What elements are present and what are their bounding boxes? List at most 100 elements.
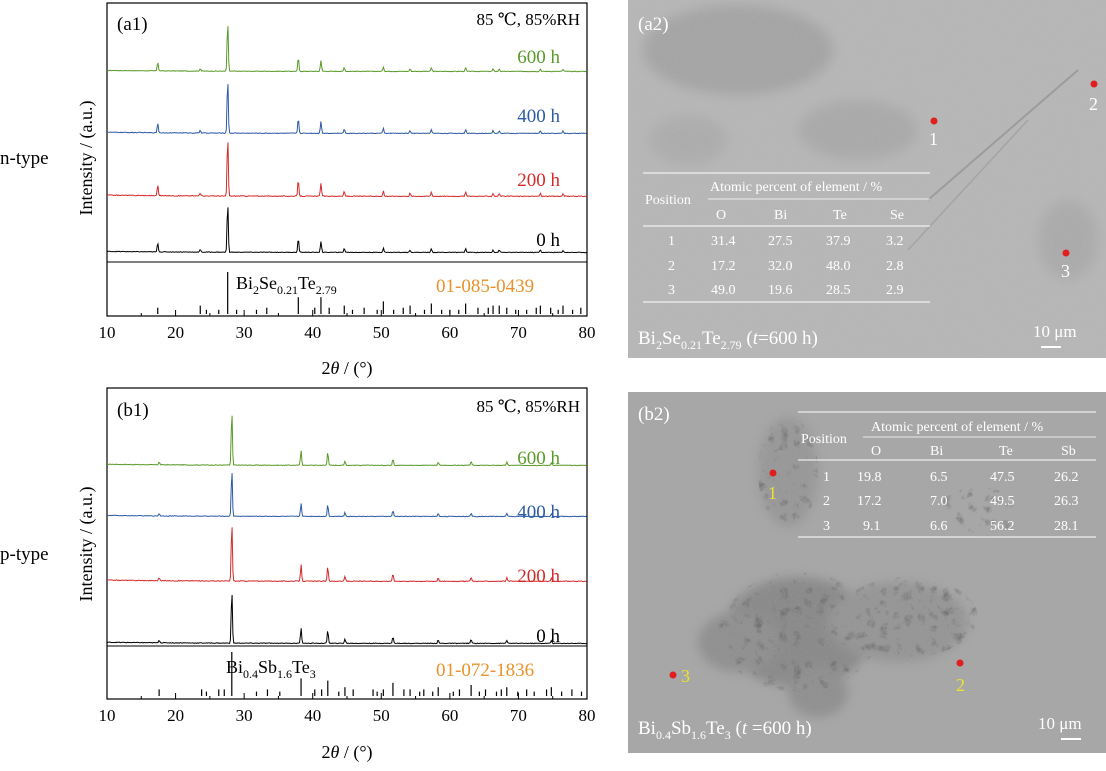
point-label-2: 2 (956, 675, 965, 695)
x-tick-label: 50 (373, 706, 390, 725)
x-axis-label: 2θ / (°) (321, 742, 372, 763)
table-cell: 47.5 (990, 470, 1015, 485)
table-col-header: Te (833, 208, 847, 223)
table-col-header: Se (890, 208, 904, 223)
condition-label: 85 ℃, 85%RH (476, 10, 580, 29)
table-cell: 19.6 (768, 283, 793, 298)
y-axis-label: Intensity / (a.u.) (76, 101, 97, 216)
table-cell: 6.5 (930, 470, 948, 485)
scratch-line (927, 69, 1079, 201)
composition-table: Position Atomic percent of element / % O… (643, 172, 930, 303)
table-cell: 28.5 (826, 283, 851, 298)
series-label-200h: 200 h (517, 170, 560, 191)
x-tick-label: 20 (167, 706, 184, 725)
table-cell: 2 (668, 259, 675, 274)
x-tick-label: 10 (99, 706, 116, 725)
scale-bar-label: 10 μm (1033, 322, 1077, 341)
x-tick-label: 30 (236, 706, 253, 725)
xrd-traces (106, 415, 587, 645)
table-cell: 3 (668, 283, 675, 298)
sem-micrograph-a2: (a2) 1 2 3 Position Atomic percent of el… (628, 0, 1106, 358)
x-tick-label: 70 (510, 323, 527, 342)
x-tick-label: 70 (510, 706, 527, 725)
series-label-400h: 400 h (517, 502, 560, 523)
x-axis-label: 2θ / (°) (321, 358, 372, 379)
table-cell: 49.5 (990, 494, 1015, 509)
table-cell: 17.2 (711, 259, 736, 274)
x-tick-label: 60 (441, 706, 458, 725)
scratch-line (907, 119, 1029, 251)
x-tick-label: 10 (99, 323, 116, 342)
reference-lines (157, 272, 582, 314)
table-cell: 7.0 (930, 494, 948, 509)
xrd-trace-400h (106, 473, 587, 518)
x-ticks: 10 20 30 40 50 60 70 80 (99, 693, 596, 725)
xrd-chart-b1: (b1) 85 ℃, 85%RH Intensity / (a.u.) 2θ /… (76, 387, 596, 763)
plot-frame (106, 2, 588, 317)
point-marker-1 (769, 469, 777, 477)
xrd-trace-0h (106, 207, 587, 254)
point-marker-3 (669, 671, 677, 679)
table-position-header: Position (801, 432, 847, 447)
panel-label: (b1) (117, 400, 149, 421)
micrograph-caption: Bi0.4Sb1.6Te3 (t =600 h) (638, 718, 812, 742)
sem-micrograph-b2: (b2) 1 2 3 Position Atomic percent of el… (628, 392, 1106, 753)
point-marker-2 (1090, 80, 1098, 88)
xrd-trace-600h (107, 26, 587, 73)
table-cell: 26.2 (1054, 470, 1079, 485)
side-label-p-type: p-type (0, 544, 49, 565)
series-label-400h: 400 h (517, 106, 560, 127)
series-label-600h: 600 h (517, 47, 560, 68)
series-label-200h: 200 h (517, 566, 560, 587)
reference-lines (158, 652, 583, 696)
series-label-600h: 600 h (517, 448, 560, 469)
table-cell: 17.2 (857, 494, 882, 509)
table-cell: 27.5 (768, 234, 793, 249)
table-col-header: Te (999, 444, 1013, 459)
table-cell: 1 (668, 234, 675, 249)
condition-label: 85 ℃, 85%RH (476, 397, 580, 416)
xrd-trace-200h (106, 527, 587, 583)
scale-bar-label: 10 μm (1038, 714, 1082, 733)
xrd-trace-400h (106, 84, 587, 135)
panel-label: (b2) (638, 404, 670, 425)
reference-formula: Bi0.4Sb1.6Te3 (226, 657, 316, 681)
table-cell: 37.9 (826, 234, 851, 249)
xrd-chart-a1: (a1) 85 ℃, 85%RH Intensity / (a.u.) 2θ /… (76, 2, 596, 379)
table-col-header: O (716, 208, 726, 223)
x-tick-label: 20 (167, 323, 184, 342)
table-col-header: Bi (930, 444, 943, 459)
point-label-1: 1 (768, 483, 777, 503)
panel-label: (a1) (117, 14, 148, 35)
table-cell: 9.1 (863, 519, 881, 534)
table-group-header: Atomic percent of element / % (710, 180, 883, 195)
table-cell: 49.0 (711, 283, 736, 298)
table-col-header: O (871, 444, 881, 459)
side-label-n-type: n-type (0, 148, 49, 169)
xrd-trace-200h (106, 142, 587, 198)
x-tick-label: 40 (304, 706, 321, 725)
x-tick-label: 40 (304, 323, 321, 342)
y-axis-label: Intensity / (a.u.) (76, 487, 97, 602)
table-cell: 32.0 (768, 259, 793, 274)
x-ticks: 10 20 30 40 50 60 70 80 (99, 310, 596, 342)
table-cell: 2.8 (886, 259, 904, 274)
table-group-header: Atomic percent of element / % (871, 420, 1044, 435)
point-marker-2 (956, 659, 964, 667)
table-col-header: Sb (1061, 444, 1076, 459)
noise-overlay (628, 0, 1106, 358)
x-tick-label: 50 (373, 323, 390, 342)
table-cell: 56.2 (990, 519, 1015, 534)
pdf-card-number: 01-085-0439 (436, 276, 534, 297)
panel-label: (a2) (638, 14, 669, 35)
table-cell: 2 (823, 494, 830, 509)
table-position-header: Position (645, 193, 691, 208)
plot-frame (106, 387, 588, 700)
table-cell: 48.0 (826, 259, 851, 274)
table-col-header: Bi (774, 208, 787, 223)
table-cell: 26.3 (1054, 494, 1079, 509)
table-cell: 19.8 (857, 470, 882, 485)
reference-formula: Bi2Se0.21Te2.79 (236, 273, 337, 297)
point-marker-1 (930, 117, 938, 125)
table-cell: 6.6 (930, 519, 948, 534)
